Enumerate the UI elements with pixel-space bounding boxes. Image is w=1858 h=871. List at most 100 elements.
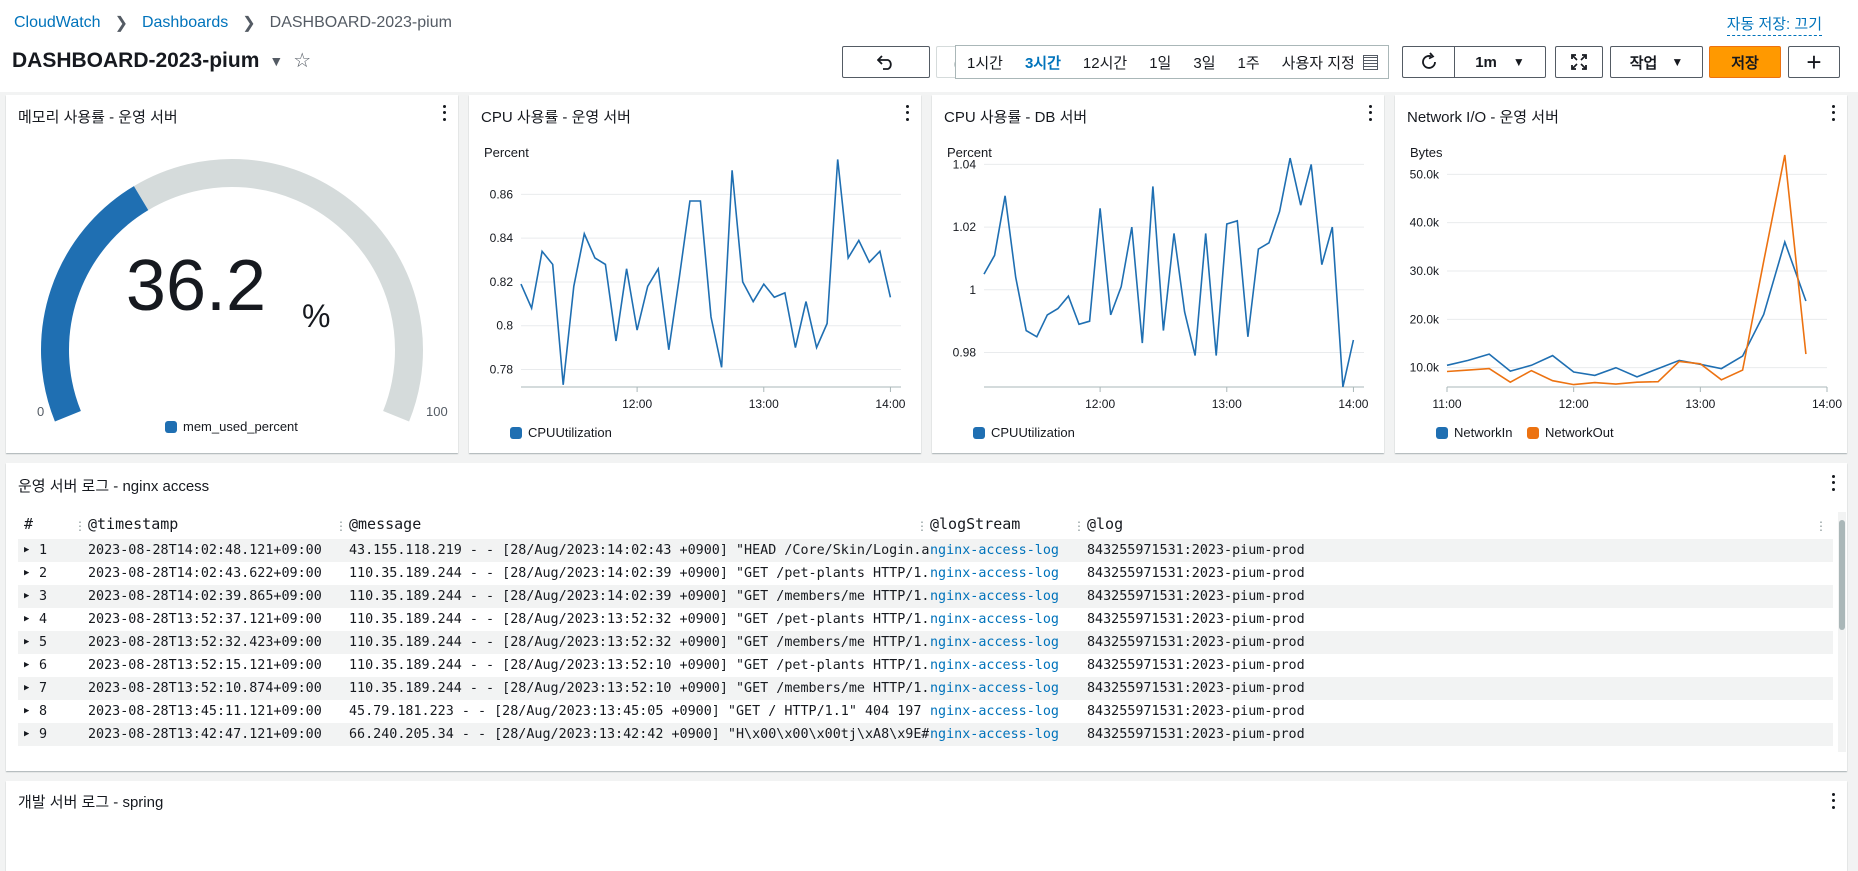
scrollbar-thumb[interactable] xyxy=(1839,520,1845,630)
table-row[interactable]: ▶ 5 2023-08-28T13:52:32.423+09:00 110.35… xyxy=(18,631,1833,654)
refresh-button[interactable] xyxy=(1402,46,1454,78)
x-tick-label: 13:00 xyxy=(1212,397,1242,411)
column-resize-handle[interactable]: ⋮ xyxy=(74,519,86,533)
autosave-toggle[interactable]: 자동 저장: 끄기 xyxy=(1726,13,1822,36)
column-resize-handle[interactable]: ⋮ xyxy=(1073,519,1085,533)
row-timestamp: 2023-08-28T13:52:15.121+09:00 xyxy=(88,658,322,673)
y-tick-label: 40.0k xyxy=(1410,216,1440,230)
caret-down-icon[interactable]: ▼ xyxy=(269,52,284,69)
column-header[interactable]: @log xyxy=(1087,515,1124,533)
expand-row-icon[interactable]: ▶ xyxy=(24,683,30,693)
expand-row-icon[interactable]: ▶ xyxy=(24,660,30,670)
expand-row-icon[interactable]: ▶ xyxy=(24,637,30,647)
column-resize-handle[interactable]: ⋮ xyxy=(916,519,928,533)
table-row[interactable]: ▶ 8 2023-08-28T13:45:11.121+09:00 45.79.… xyxy=(18,700,1833,723)
breadcrumb-cloudwatch[interactable]: CloudWatch xyxy=(14,14,101,31)
x-tick-label: 14:00 xyxy=(1338,397,1368,411)
column-resize-handle[interactable]: ⋮ xyxy=(1815,519,1827,533)
expand-row-icon[interactable]: ▶ xyxy=(24,568,30,578)
time-range-3h[interactable]: 3시간 xyxy=(1024,54,1061,72)
row-logstream-link[interactable]: nginx-access-log xyxy=(930,727,1059,742)
legend-item[interactable]: CPUUtilization xyxy=(973,425,1075,440)
save-button[interactable]: 저장 xyxy=(1709,46,1781,78)
gauge-fill xyxy=(41,186,149,422)
x-tick-label: 12:00 xyxy=(1085,397,1115,411)
row-logstream-link[interactable]: nginx-access-log xyxy=(930,681,1059,696)
row-logstream-link[interactable]: nginx-access-log xyxy=(930,612,1059,627)
time-range-1h[interactable]: 1시간 xyxy=(967,54,1003,72)
add-widget-group: + xyxy=(1788,45,1840,79)
legend-swatch xyxy=(1527,426,1539,439)
calendar-icon[interactable] xyxy=(1362,54,1378,70)
widget-menu-icon[interactable] xyxy=(438,103,450,123)
table-row[interactable]: ▶ 2 2023-08-28T14:02:43.622+09:00 110.35… xyxy=(18,562,1833,585)
row-log: 843255971531:2023-pium-prod xyxy=(1087,704,1305,719)
x-tick-label: 11:00 xyxy=(1432,397,1461,411)
row-logstream-link[interactable]: nginx-access-log xyxy=(930,704,1059,719)
legend-item[interactable]: NetworkOut xyxy=(1527,425,1614,440)
row-number: 7 xyxy=(39,681,48,696)
row-message: 110.35.189.244 - - [28/Aug/2023:13:52:10… xyxy=(349,681,929,696)
column-header[interactable]: @timestamp xyxy=(88,515,179,533)
expand-row-icon[interactable]: ▶ xyxy=(24,591,30,601)
fullscreen-group xyxy=(1555,45,1603,79)
table-row[interactable]: ▶ 4 2023-08-28T13:52:37.121+09:00 110.35… xyxy=(18,608,1833,631)
x-tick-label: 13:00 xyxy=(749,397,779,411)
fullscreen-button[interactable] xyxy=(1555,46,1603,78)
fullscreen-icon xyxy=(1571,54,1587,70)
column-header[interactable]: # xyxy=(24,515,34,533)
expand-row-icon[interactable]: ▶ xyxy=(24,729,30,739)
time-range-custom[interactable]: 사용자 지정 xyxy=(1281,54,1355,72)
y-tick-label: 0.98 xyxy=(953,346,977,360)
table-row[interactable]: ▶ 9 2023-08-28T13:42:47.121+09:00 66.240… xyxy=(18,723,1833,746)
widget-title: CPU 사용률 - DB 서버 xyxy=(944,109,1088,126)
y-tick-label: 1.02 xyxy=(953,220,977,234)
row-logstream-link[interactable]: nginx-access-log xyxy=(930,543,1059,558)
legend-swatch xyxy=(165,420,177,433)
legend-swatch xyxy=(510,426,522,439)
legend-label: CPUUtilization xyxy=(528,425,612,440)
widget-title: CPU 사용률 - 운영 서버 xyxy=(481,109,631,126)
undo-button[interactable] xyxy=(842,46,930,78)
actions-dropdown[interactable]: 작업 ▼ xyxy=(1610,46,1703,78)
table-row[interactable]: ▶ 3 2023-08-28T14:02:39.865+09:00 110.35… xyxy=(18,585,1833,608)
breadcrumb-dashboards[interactable]: Dashboards xyxy=(141,14,229,31)
widget-menu-icon[interactable] xyxy=(1827,791,1839,811)
column-header[interactable]: @message xyxy=(349,515,422,533)
time-range-1w[interactable]: 1주 xyxy=(1237,54,1260,72)
x-tick-label: 12:00 xyxy=(622,397,652,411)
time-range-12h[interactable]: 12시간 xyxy=(1082,54,1128,72)
table-row[interactable]: ▶ 6 2023-08-28T13:52:15.121+09:00 110.35… xyxy=(18,654,1833,677)
row-logstream-link[interactable]: nginx-access-log xyxy=(930,589,1059,604)
add-widget-button[interactable]: + xyxy=(1788,46,1840,78)
cpu-app-widget: CPU 사용률 - 운영 서버 Percent 0.78 0.8 0.82 0.84 0… xyxy=(469,95,921,453)
row-logstream-link[interactable]: nginx-access-log xyxy=(930,658,1059,673)
widget-menu-icon[interactable] xyxy=(1364,103,1376,123)
expand-row-icon[interactable]: ▶ xyxy=(24,545,30,555)
row-message: 110.35.189.244 - - [28/Aug/2023:13:52:32… xyxy=(349,612,929,627)
log-scrollbar[interactable] xyxy=(1838,512,1846,752)
legend-item[interactable]: mem_used_percent xyxy=(165,419,298,434)
legend-item[interactable]: NetworkIn xyxy=(1436,425,1513,440)
x-tick-label: 14:00 xyxy=(875,397,905,411)
column-header[interactable]: @logStream xyxy=(930,515,1021,533)
star-icon[interactable]: ☆ xyxy=(293,50,312,72)
widget-menu-icon[interactable] xyxy=(1827,473,1839,493)
row-logstream-link[interactable]: nginx-access-log xyxy=(930,566,1059,581)
time-range-3d[interactable]: 3일 xyxy=(1193,54,1216,72)
expand-row-icon[interactable]: ▶ xyxy=(24,706,30,716)
legend-swatch xyxy=(1436,426,1448,439)
row-logstream-link[interactable]: nginx-access-log xyxy=(930,635,1059,650)
expand-row-icon[interactable]: ▶ xyxy=(24,614,30,624)
undo-icon xyxy=(877,55,892,70)
widget-menu-icon[interactable] xyxy=(901,103,913,123)
time-range-1d[interactable]: 1일 xyxy=(1149,54,1172,72)
refresh-interval-dropdown[interactable]: 1m ▼ xyxy=(1454,46,1546,78)
column-resize-handle[interactable]: ⋮ xyxy=(335,519,347,533)
page-title: DASHBOARD-2023-pium xyxy=(12,48,260,72)
row-message: 45.79.181.223 - - [28/Aug/2023:13:45:05 … xyxy=(349,704,929,719)
widget-menu-icon[interactable] xyxy=(1827,103,1839,123)
table-row[interactable]: ▶ 7 2023-08-28T13:52:10.874+09:00 110.35… xyxy=(18,677,1833,700)
table-row[interactable]: ▶ 1 2023-08-28T14:02:48.121+09:00 43.155… xyxy=(18,539,1833,562)
legend-item[interactable]: CPUUtilization xyxy=(510,425,612,440)
